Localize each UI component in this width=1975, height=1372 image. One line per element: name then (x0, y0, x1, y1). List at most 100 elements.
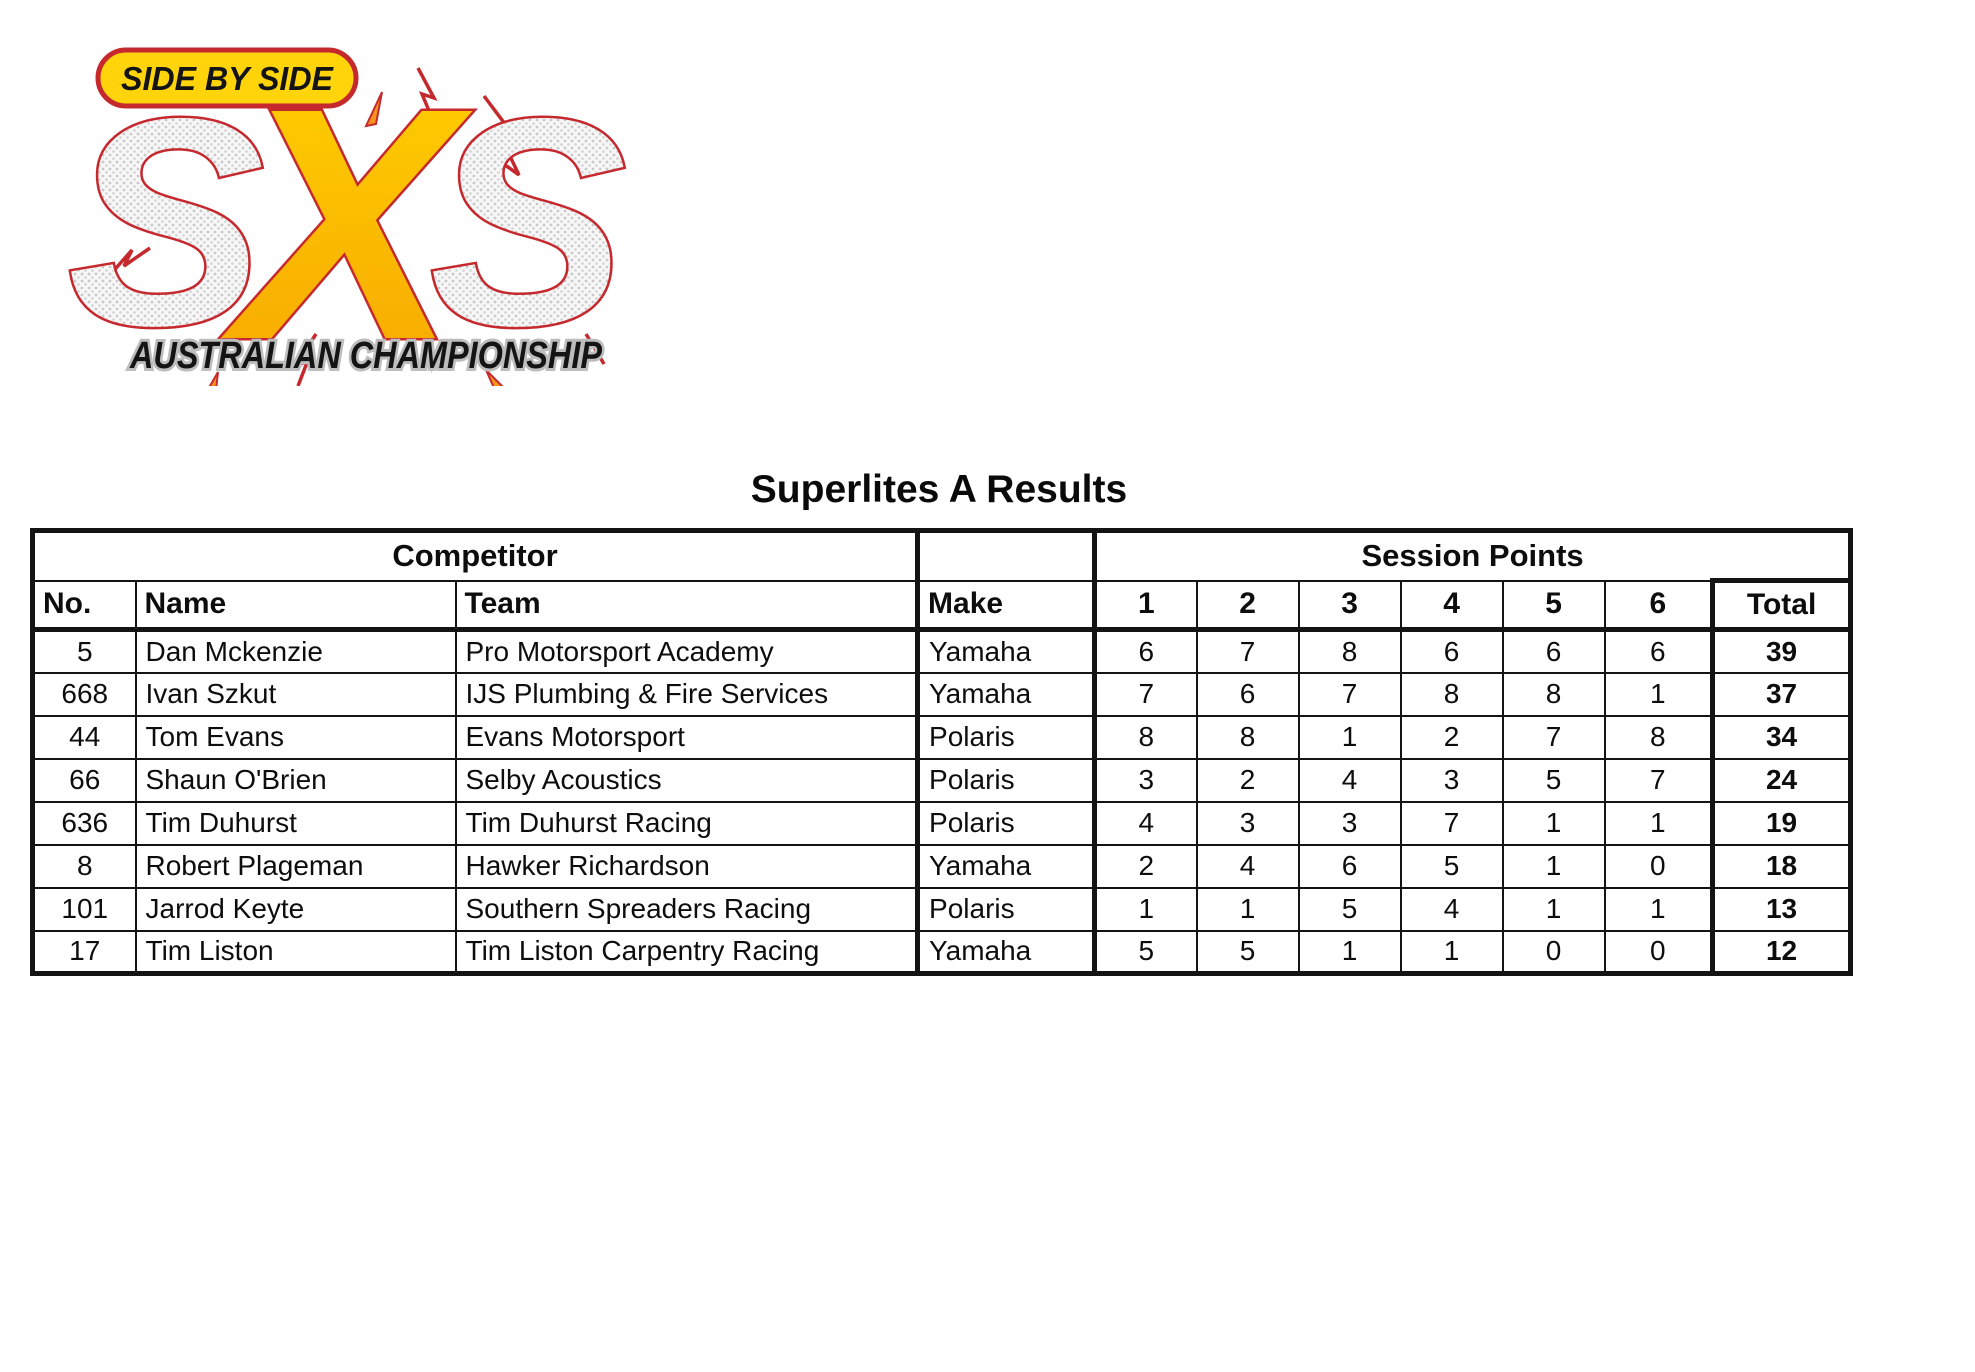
competitor-name: Dan Mckenzie (134, 628, 457, 674)
results-section: Superlites A Results Competitor Session … (30, 466, 1854, 976)
session-points-3: 4 (1297, 757, 1402, 803)
competitor-number: 66 (31, 757, 137, 803)
competitor-number: 668 (31, 671, 137, 717)
total-points: 39 (1710, 628, 1852, 674)
results-table: Competitor Session Points No. Name Team … (30, 528, 1854, 976)
competitor-name: Tim Duhurst (134, 800, 457, 846)
competitor-name: Ivan Szkut (134, 671, 457, 717)
competitor-make: Yamaha (915, 929, 1098, 975)
page-title: Superlites A Results (750, 468, 1128, 511)
table-row: 101 Jarrod Keyte Southern Spreaders Raci… (31, 886, 1852, 932)
session-points-1: 3 (1093, 757, 1198, 803)
session-points-4: 5 (1399, 843, 1504, 889)
column-header-session-3: 3 (1297, 579, 1402, 632)
session-points-3: 3 (1297, 800, 1402, 846)
competitor-group-header: Competitor (31, 529, 919, 582)
session-points-3: 5 (1297, 886, 1402, 932)
logo-subtitle: AUSTRALIAN CHAMPIONSHIP (129, 335, 602, 377)
column-header-total: Total (1710, 578, 1852, 632)
table-row: 636 Tim Duhurst Tim Duhurst Racing Polar… (31, 800, 1852, 846)
session-points-5: 0 (1501, 929, 1606, 975)
competitor-number: 101 (31, 886, 137, 932)
competitor-number: 8 (31, 843, 137, 889)
total-points: 19 (1710, 800, 1852, 846)
session-points-3: 1 (1297, 929, 1402, 975)
competitor-make: Polaris (915, 714, 1098, 760)
competitor-team: Tim Duhurst Racing (454, 800, 919, 846)
table-row: 5 Dan Mckenzie Pro Motorsport Academy Ya… (31, 628, 1852, 674)
session-points-1: 2 (1093, 843, 1198, 889)
session-points-1: 5 (1093, 929, 1198, 975)
session-points-5: 8 (1501, 671, 1606, 717)
competitor-name: Tom Evans (134, 714, 457, 760)
session-points-5: 5 (1501, 757, 1606, 803)
logo-letter-s-left: S (68, 57, 266, 386)
side-by-side-badge: SIDE BY SIDE (95, 47, 359, 109)
competitor-team: Tim Liston Carpentry Racing (454, 929, 919, 975)
table-row: 8 Robert Plageman Hawker Richardson Yama… (31, 843, 1852, 889)
competitor-number: 636 (31, 800, 137, 846)
lightning-accents (100, 67, 606, 401)
session-points-4: 7 (1399, 800, 1504, 846)
session-points-6: 0 (1603, 843, 1714, 889)
competitor-make: Yamaha (915, 628, 1098, 674)
competitor-name: Jarrod Keyte (134, 886, 457, 932)
competitor-team: Hawker Richardson (454, 843, 919, 889)
competitor-number: 44 (31, 714, 137, 760)
competitor-name: Robert Plageman (134, 843, 457, 889)
competitor-make: Yamaha (915, 671, 1098, 717)
session-points-4: 4 (1399, 886, 1504, 932)
competitor-team: IJS Plumbing & Fire Services (454, 671, 919, 717)
competitor-team: Selby Acoustics (454, 757, 919, 803)
session-points-2: 2 (1195, 757, 1300, 803)
session-points-6: 1 (1603, 800, 1714, 846)
session-points-6: 1 (1603, 886, 1714, 932)
competitor-make: Polaris (915, 886, 1098, 932)
session-points-2: 1 (1195, 886, 1300, 932)
column-header-session-2: 2 (1195, 579, 1300, 632)
session-points-3: 1 (1297, 714, 1402, 760)
session-points-6: 7 (1603, 757, 1714, 803)
session-points-5: 6 (1501, 628, 1606, 674)
session-points-5: 1 (1501, 843, 1606, 889)
logo-letter-s-right: S (430, 57, 628, 386)
session-points-5: 7 (1501, 714, 1606, 760)
make-group-header-empty (915, 529, 1098, 582)
session-points-6: 6 (1603, 628, 1714, 674)
column-header-session-1: 1 (1093, 579, 1198, 632)
table-row: 44 Tom Evans Evans Motorsport Polaris 8 … (31, 714, 1852, 760)
sxs-logo: S S X SIDE BY SIDE AUSTRALIAN CHAMPIONSH… (65, 34, 650, 411)
total-points: 34 (1710, 714, 1852, 760)
column-header-team: Team (454, 579, 919, 632)
competitor-make: Yamaha (915, 843, 1098, 889)
column-header-session-6: 6 (1603, 579, 1714, 632)
session-points-3: 8 (1297, 628, 1402, 674)
session-points-1: 4 (1093, 800, 1198, 846)
session-points-2: 7 (1195, 628, 1300, 674)
session-points-1: 7 (1093, 671, 1198, 717)
column-header-session-5: 5 (1501, 579, 1606, 632)
session-points-3: 6 (1297, 843, 1402, 889)
session-points-6: 0 (1603, 929, 1714, 975)
session-points-group-header: Session Points (1093, 529, 1852, 582)
total-points: 13 (1710, 886, 1852, 932)
table-row: 66 Shaun O'Brien Selby Acoustics Polaris… (31, 757, 1852, 803)
total-points: 18 (1710, 843, 1852, 889)
column-header-session-4: 4 (1399, 579, 1504, 632)
session-points-2: 6 (1195, 671, 1300, 717)
session-points-5: 1 (1501, 886, 1606, 932)
session-points-5: 1 (1501, 800, 1606, 846)
results-body: 5 Dan Mckenzie Pro Motorsport Academy Ya… (31, 628, 1852, 975)
session-points-4: 6 (1399, 628, 1504, 674)
column-header-make: Make (915, 579, 1098, 632)
session-points-2: 8 (1195, 714, 1300, 760)
table-row: 668 Ivan Szkut IJS Plumbing & Fire Servi… (31, 671, 1852, 717)
competitor-team: Pro Motorsport Academy (454, 628, 919, 674)
column-header-no: No. (31, 579, 137, 632)
session-points-6: 8 (1603, 714, 1714, 760)
session-points-6: 1 (1603, 671, 1714, 717)
total-points: 24 (1710, 757, 1852, 803)
table-row: 17 Tim Liston Tim Liston Carpentry Racin… (31, 929, 1852, 975)
competitor-team: Evans Motorsport (454, 714, 919, 760)
sxs-logo-graphic: S S X SIDE BY SIDE AUSTRALIAN CHAMPIONSH… (65, 37, 630, 411)
